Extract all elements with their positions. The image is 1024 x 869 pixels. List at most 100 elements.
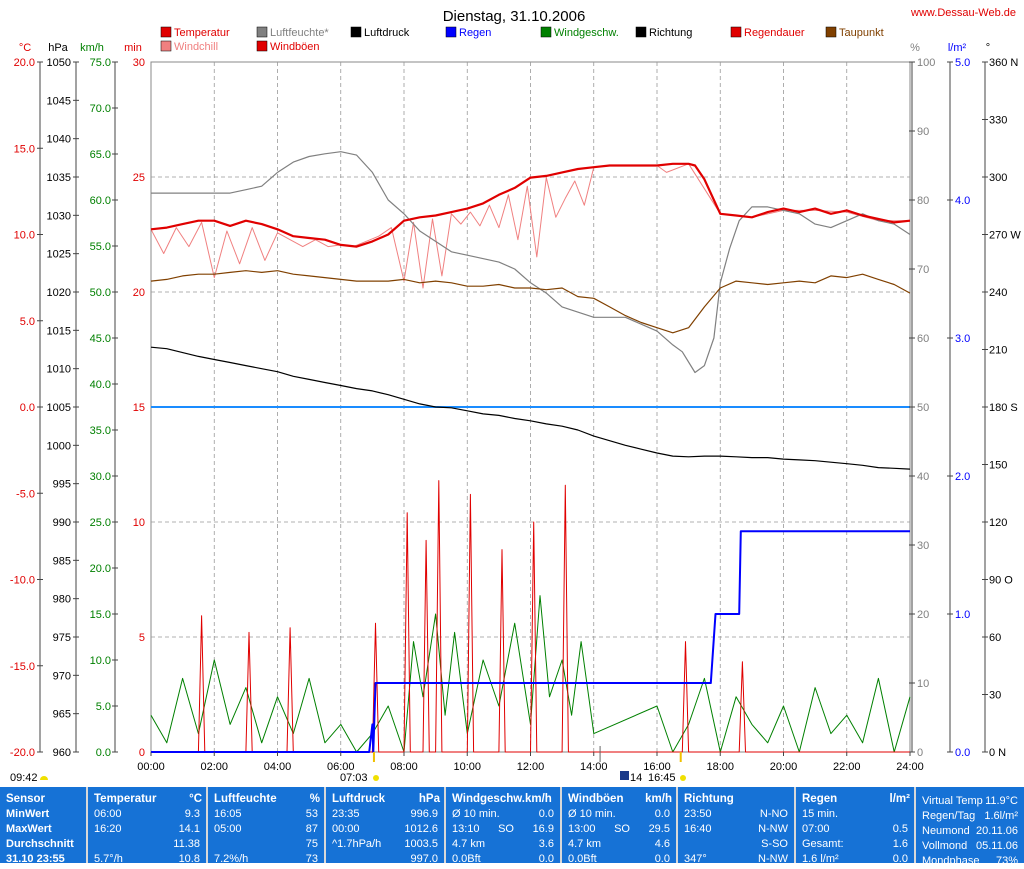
row-label: MaxWert	[6, 823, 52, 835]
tick-label: 50	[917, 402, 929, 414]
legend-item: Windgeschw.	[540, 26, 619, 39]
row-label: 7.2%/h	[214, 853, 249, 865]
row-value: 0.5	[892, 823, 908, 835]
row-label: Ø 10 min.	[568, 808, 616, 820]
row-label: 16:05	[214, 808, 242, 820]
panel-header: Temperatur °C	[88, 787, 206, 807]
row-value: N-NW	[758, 823, 788, 835]
tick-label: 15	[133, 402, 145, 414]
tick-label: 1050	[47, 57, 71, 69]
grid	[151, 62, 910, 752]
panel-separator	[676, 787, 678, 863]
series-line	[150, 270, 911, 334]
tick-label: 0.0	[955, 747, 970, 759]
x-tick-label: 08:00	[390, 761, 418, 773]
legend-item: Luftfeuchte*	[256, 26, 329, 39]
row-label: 4.7 km	[452, 838, 486, 850]
x-tick-label: 10:00	[453, 761, 481, 773]
sun-markers: 09:42 07:03 14 16:45	[10, 746, 686, 784]
x-tick-label: 22:00	[833, 761, 861, 773]
tick-label: -10.0	[10, 575, 35, 587]
panel-separator	[560, 787, 562, 863]
tick-label: 1025	[47, 249, 71, 261]
x-tick-label: 20:00	[770, 761, 798, 773]
tick-label: 70	[917, 264, 929, 276]
legend-swatch	[256, 26, 268, 38]
panel-row: 07:00 0.5	[796, 822, 914, 837]
panel-regen: Regen l/m² 15 min. 07:00 0.5 Gesamt: 1.6 1.6 l/…	[796, 787, 914, 865]
series-layer	[150, 151, 911, 753]
tick-label: 5.0	[20, 316, 35, 328]
panel-row: 997.0	[326, 852, 444, 867]
series-line	[150, 162, 911, 248]
panel-row: 16:05 53	[208, 807, 324, 822]
panel-header-unit: °C	[189, 793, 202, 805]
row-value: 1.6l/m²	[984, 810, 1018, 822]
row-label: Vollmond	[922, 840, 968, 852]
row-label: MinWert	[6, 808, 50, 820]
tick-label: 45.0	[90, 333, 111, 345]
axis-unit: hPa	[48, 42, 68, 54]
site-link[interactable]: www.Dessau-Web.de	[910, 7, 1016, 19]
row-value: N-NO	[759, 808, 788, 820]
tick-label: 20.0	[14, 57, 35, 69]
row-label: 347°	[684, 853, 707, 865]
moonrise-label: 09:42	[10, 772, 38, 784]
tick-label: 3.0	[955, 333, 970, 345]
tick-label: 20	[917, 609, 929, 621]
row-label: Gesamt:	[802, 838, 844, 850]
tick-label: 30	[917, 540, 929, 552]
row-value: 16.9	[532, 823, 554, 835]
tick-label: 0.0	[96, 747, 111, 759]
weather-chart: Dienstag, 31.10.2006 www.Dessau-Web.de T…	[10, 7, 1021, 784]
tick-label: 30	[989, 690, 1001, 702]
panel-header: Windböen km/h	[562, 787, 676, 807]
panel-header-label: Richtung	[684, 793, 734, 805]
legend-label: Luftdruck	[364, 27, 410, 39]
tick-label: 80	[917, 195, 929, 207]
panel-header-label: Temperatur	[94, 793, 157, 805]
tick-label: 40	[917, 471, 929, 483]
panel-luftfeuchte: Luftfeuchte% 16:05 53 05:00 87 75 7.2%/h 73	[208, 787, 324, 865]
row-value: 29.5	[648, 823, 670, 835]
tick-label: 1035	[47, 172, 71, 184]
row-value: 05.11.06	[975, 840, 1018, 852]
panel-row: 00:00 1012.6	[326, 822, 444, 837]
tick-label: 50.0	[90, 287, 111, 299]
legend-item: Regendauer	[730, 26, 805, 39]
tick-label: 1045	[47, 95, 71, 107]
tick-label: 1010	[47, 364, 71, 376]
row-label: 23:35	[332, 808, 360, 820]
panel-row: 06:00 9.3	[88, 807, 206, 822]
tick-label: 980	[53, 594, 71, 606]
legend: Temperatur Windchill Luftfeuchte* Windböen L…	[160, 26, 884, 53]
panel-luftdruck: Luftdruck hPa 23:35 996.9 00:00 1012.6 ^1.7hPa…	[326, 787, 444, 865]
row-label: 16:40	[684, 823, 712, 835]
tick-label: -5.0	[16, 488, 35, 500]
legend-swatch	[160, 40, 172, 52]
panel-windboeen: Windböen km/h Ø 10 min. 0.0 13:00 SO 29.5 4.7 k…	[562, 787, 676, 865]
legend-item: Luftdruck	[350, 26, 410, 39]
tick-label: 360 N	[989, 57, 1018, 69]
tick-label: -20.0	[10, 747, 35, 759]
panel-separator	[444, 787, 446, 863]
x-tick-label: 02:00	[200, 761, 228, 773]
panel-row: 5.7°/h 10.8	[88, 852, 206, 867]
row-value: 0.0	[538, 853, 554, 865]
tick-label: 30.0	[90, 471, 111, 483]
row-label: Mondphase	[922, 855, 980, 867]
row-value: 87	[305, 823, 318, 835]
row-label: 15 min.	[802, 808, 839, 820]
row-value: 11.9°C	[985, 795, 1018, 807]
panel-separator	[324, 787, 326, 863]
row-label: 31.10 23:55	[6, 853, 65, 865]
panel-row: 13:00 SO 29.5	[562, 822, 676, 837]
tick-label: 330	[989, 115, 1007, 127]
panel-header: Richtung	[678, 787, 794, 807]
tick-label: 25.0	[90, 517, 111, 529]
x-tick-label: 04:00	[264, 761, 292, 773]
tick-label: 10.0	[90, 655, 111, 667]
legend-swatch	[350, 26, 362, 38]
tick-label: 20.0	[90, 563, 111, 575]
tick-label: -15.0	[10, 661, 35, 673]
